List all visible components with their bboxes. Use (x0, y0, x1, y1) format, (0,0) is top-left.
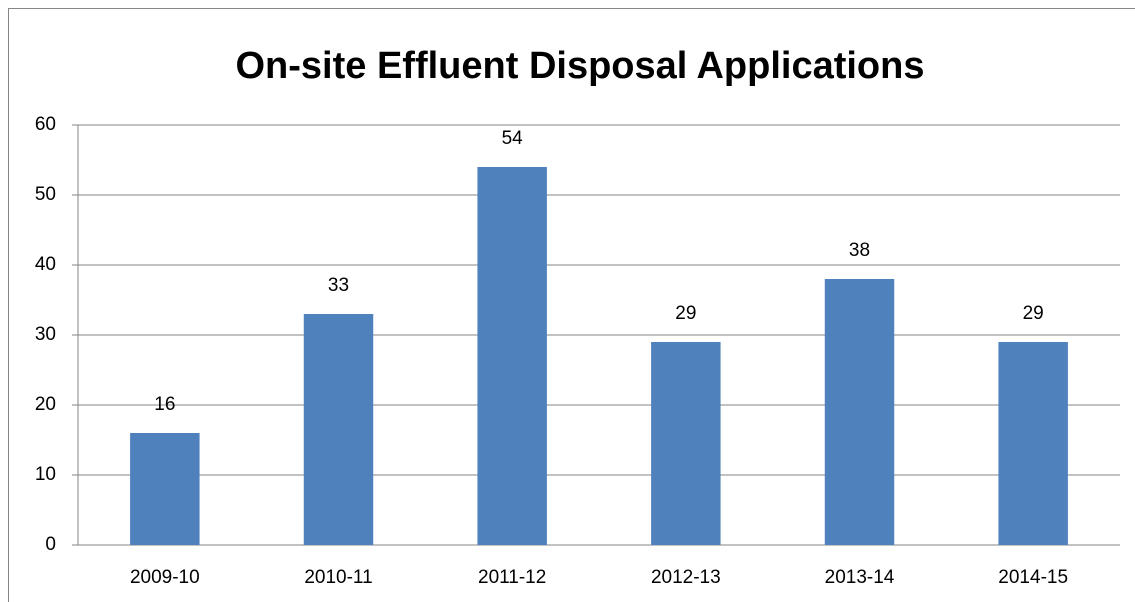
y-tick-label: 60 (35, 114, 56, 135)
x-tick-label: 2010-11 (304, 567, 372, 588)
data-label: 33 (328, 275, 349, 296)
x-tick-label: 2013-14 (825, 567, 895, 588)
bar (303, 314, 374, 545)
x-tick-label: 2014-15 (998, 567, 1068, 588)
data-label: 38 (849, 240, 870, 261)
y-tick-label: 0 (45, 534, 56, 555)
y-tick-label: 40 (35, 254, 56, 275)
bar (130, 433, 200, 545)
x-tick-label: 2009-10 (130, 567, 200, 588)
data-label: 29 (1023, 303, 1044, 324)
data-label: 54 (502, 128, 524, 149)
bar (477, 167, 547, 545)
bar (651, 342, 721, 545)
data-label: 16 (154, 394, 175, 415)
chart-border (8, 8, 1135, 602)
data-label: 29 (675, 303, 696, 324)
chart-title: On-site Effluent Disposal Applications (236, 45, 925, 87)
y-tick-label: 10 (35, 464, 56, 485)
y-tick-label: 30 (35, 324, 56, 345)
x-tick-label: 2012-13 (651, 567, 721, 588)
bar (824, 279, 895, 545)
bar (998, 342, 1068, 545)
y-tick-label: 50 (35, 184, 56, 205)
x-tick-label: 2011-12 (478, 567, 546, 588)
y-tick-label: 20 (35, 394, 56, 415)
